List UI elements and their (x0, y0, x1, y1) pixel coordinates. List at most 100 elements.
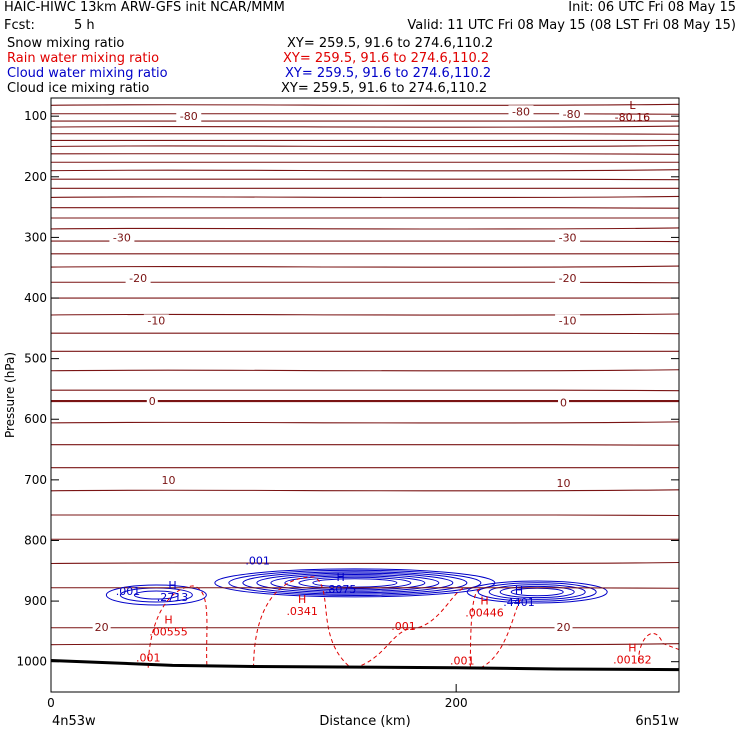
y-tick-label: 500 (24, 352, 47, 366)
cloud-water-contour (270, 573, 440, 592)
init-time: Init: 06 UTC Fri 08 May 15 (568, 0, 736, 15)
forecast-hours: 5 h (74, 18, 95, 33)
rain-contour (253, 576, 352, 669)
isotherm-label-bg (109, 231, 135, 244)
y-tick-label: 300 (24, 230, 47, 244)
cloud-water-contour (228, 569, 482, 596)
isotherm-line (50, 313, 680, 316)
isotherm-label: -80 (563, 108, 581, 121)
isotherm-label: 0 (560, 396, 567, 409)
legend-snow-label: Snow mixing ratio (7, 36, 125, 51)
cloud-water-contour (256, 572, 454, 594)
isotherm-label-bg (125, 272, 151, 285)
x-tick-label: 200 (445, 696, 468, 710)
valid-time: Valid: 11 UTC Fri 08 May 15 (08 LST Fri … (407, 18, 736, 33)
isotherm-label: -30 (113, 231, 131, 244)
y-tick-label: 400 (24, 291, 47, 305)
isotherm-label-bg (555, 314, 581, 327)
x-start-location: 4n53w (52, 714, 96, 729)
isotherm-line (50, 421, 680, 424)
y-tick-label: 700 (24, 473, 47, 487)
isotherm-line (50, 489, 680, 492)
y-tick-label: 800 (24, 533, 47, 547)
cloud-water-contour (105, 584, 207, 606)
y-tick-label: 600 (24, 412, 47, 426)
isotherm-label-bg (554, 476, 573, 489)
isotherm-label-bg (176, 110, 202, 123)
x-tick-label: 0 (47, 696, 55, 710)
rain-contour (469, 588, 481, 668)
extremum-value: .8075 (325, 583, 357, 596)
isotherm-label-bg (558, 396, 570, 409)
cloud-water-contour (466, 580, 608, 604)
isotherm-line (50, 643, 680, 646)
legend-cloud-water-xy: XY= 259.5, 91.6 to 274.6,110.2 (285, 66, 492, 81)
legend-cloud-ice-label: Cloud ice mixing ratio (7, 81, 150, 96)
rain-contour (147, 585, 208, 668)
isotherm-label: 10 (557, 477, 571, 490)
extremum-value: .0341 (286, 605, 318, 618)
plot-title: HAIC-HIWC 13km ARW-GFS init NCAR/MMM (4, 0, 285, 15)
isotherm-line (50, 178, 680, 181)
legend-rain-xy: XY= 259.5, 91.6 to 274.6,110.2 (283, 51, 490, 66)
extremum-symbol: H (480, 595, 488, 608)
y-axis-label: Pressure (hPa) (3, 352, 17, 438)
cloud-water-contours (105, 568, 608, 606)
extremum-symbol: L (629, 99, 636, 112)
x-end-location: 6n51w (635, 714, 679, 729)
cloud-water-label: .001 (245, 555, 270, 568)
isotherm-label: -30 (559, 231, 577, 244)
isotherm-label-bg (555, 231, 581, 244)
isotherm-label: -80 (180, 110, 198, 123)
rain-contours (147, 576, 680, 669)
isotherm-line (50, 113, 680, 115)
isotherm-label-bg (555, 272, 581, 285)
legend-rain-label: Rain water mixing ratio (7, 51, 160, 66)
isotherm-line (50, 133, 680, 135)
rain-label: .001 (136, 652, 161, 665)
isotherm-line (50, 240, 680, 243)
legend-cloud-water-label: Cloud water mixing ratio (7, 66, 168, 81)
extremum-value: .2713 (157, 591, 189, 604)
cloud-water-contour (298, 576, 412, 589)
extremum-symbol: H (515, 584, 523, 597)
isotherm-line (50, 144, 680, 148)
isotherm-label-bg (143, 314, 169, 327)
cloud-water-contour (242, 571, 468, 595)
rain-label: .001 (450, 655, 475, 668)
isotherm-line (50, 369, 680, 372)
isotherm-line (50, 587, 680, 589)
legend-cloud-ice-xy: XY= 259.5, 91.6 to 274.6,110.2 (281, 81, 488, 96)
isotherm-line (50, 169, 680, 172)
isotherm-label: 10 (161, 474, 175, 487)
isotherm-label: 0 (149, 395, 156, 408)
extremum-symbol: H (628, 641, 636, 654)
isotherm-label: 20 (557, 621, 571, 634)
cloud-water-contour (133, 590, 179, 600)
isotherm-label-bg (508, 105, 534, 118)
rain-contour (354, 588, 467, 669)
rain-contour (480, 597, 522, 669)
cloud-water-contour (488, 584, 586, 600)
extremum-value: -80.16 (615, 111, 650, 124)
isotherm-line (50, 444, 680, 446)
cloud-water-contour (499, 585, 575, 599)
y-tick-label: 1000 (16, 655, 47, 669)
extremum-symbol: H (298, 593, 306, 606)
isotherm-line (50, 265, 680, 268)
isotherm-line (50, 125, 680, 128)
isotherm-line (50, 281, 680, 284)
y-tick-label: 900 (24, 594, 47, 608)
surface-pressure-line (50, 658, 680, 672)
isotherm-label-bg (92, 621, 111, 634)
y-tick-label: 100 (24, 109, 47, 123)
plot-frame (50, 97, 680, 693)
extremum-symbol: H (337, 571, 345, 584)
extremum-value: .4401 (503, 596, 535, 609)
contour-labels: -80 -80 -80 -30 -30 -20 -20 -10 -10 0 0 10 10 20 20 L-8… (92, 99, 652, 668)
isotherm-line (50, 332, 680, 335)
extremum-symbol: H (168, 579, 176, 592)
isotherm-line (50, 227, 680, 230)
